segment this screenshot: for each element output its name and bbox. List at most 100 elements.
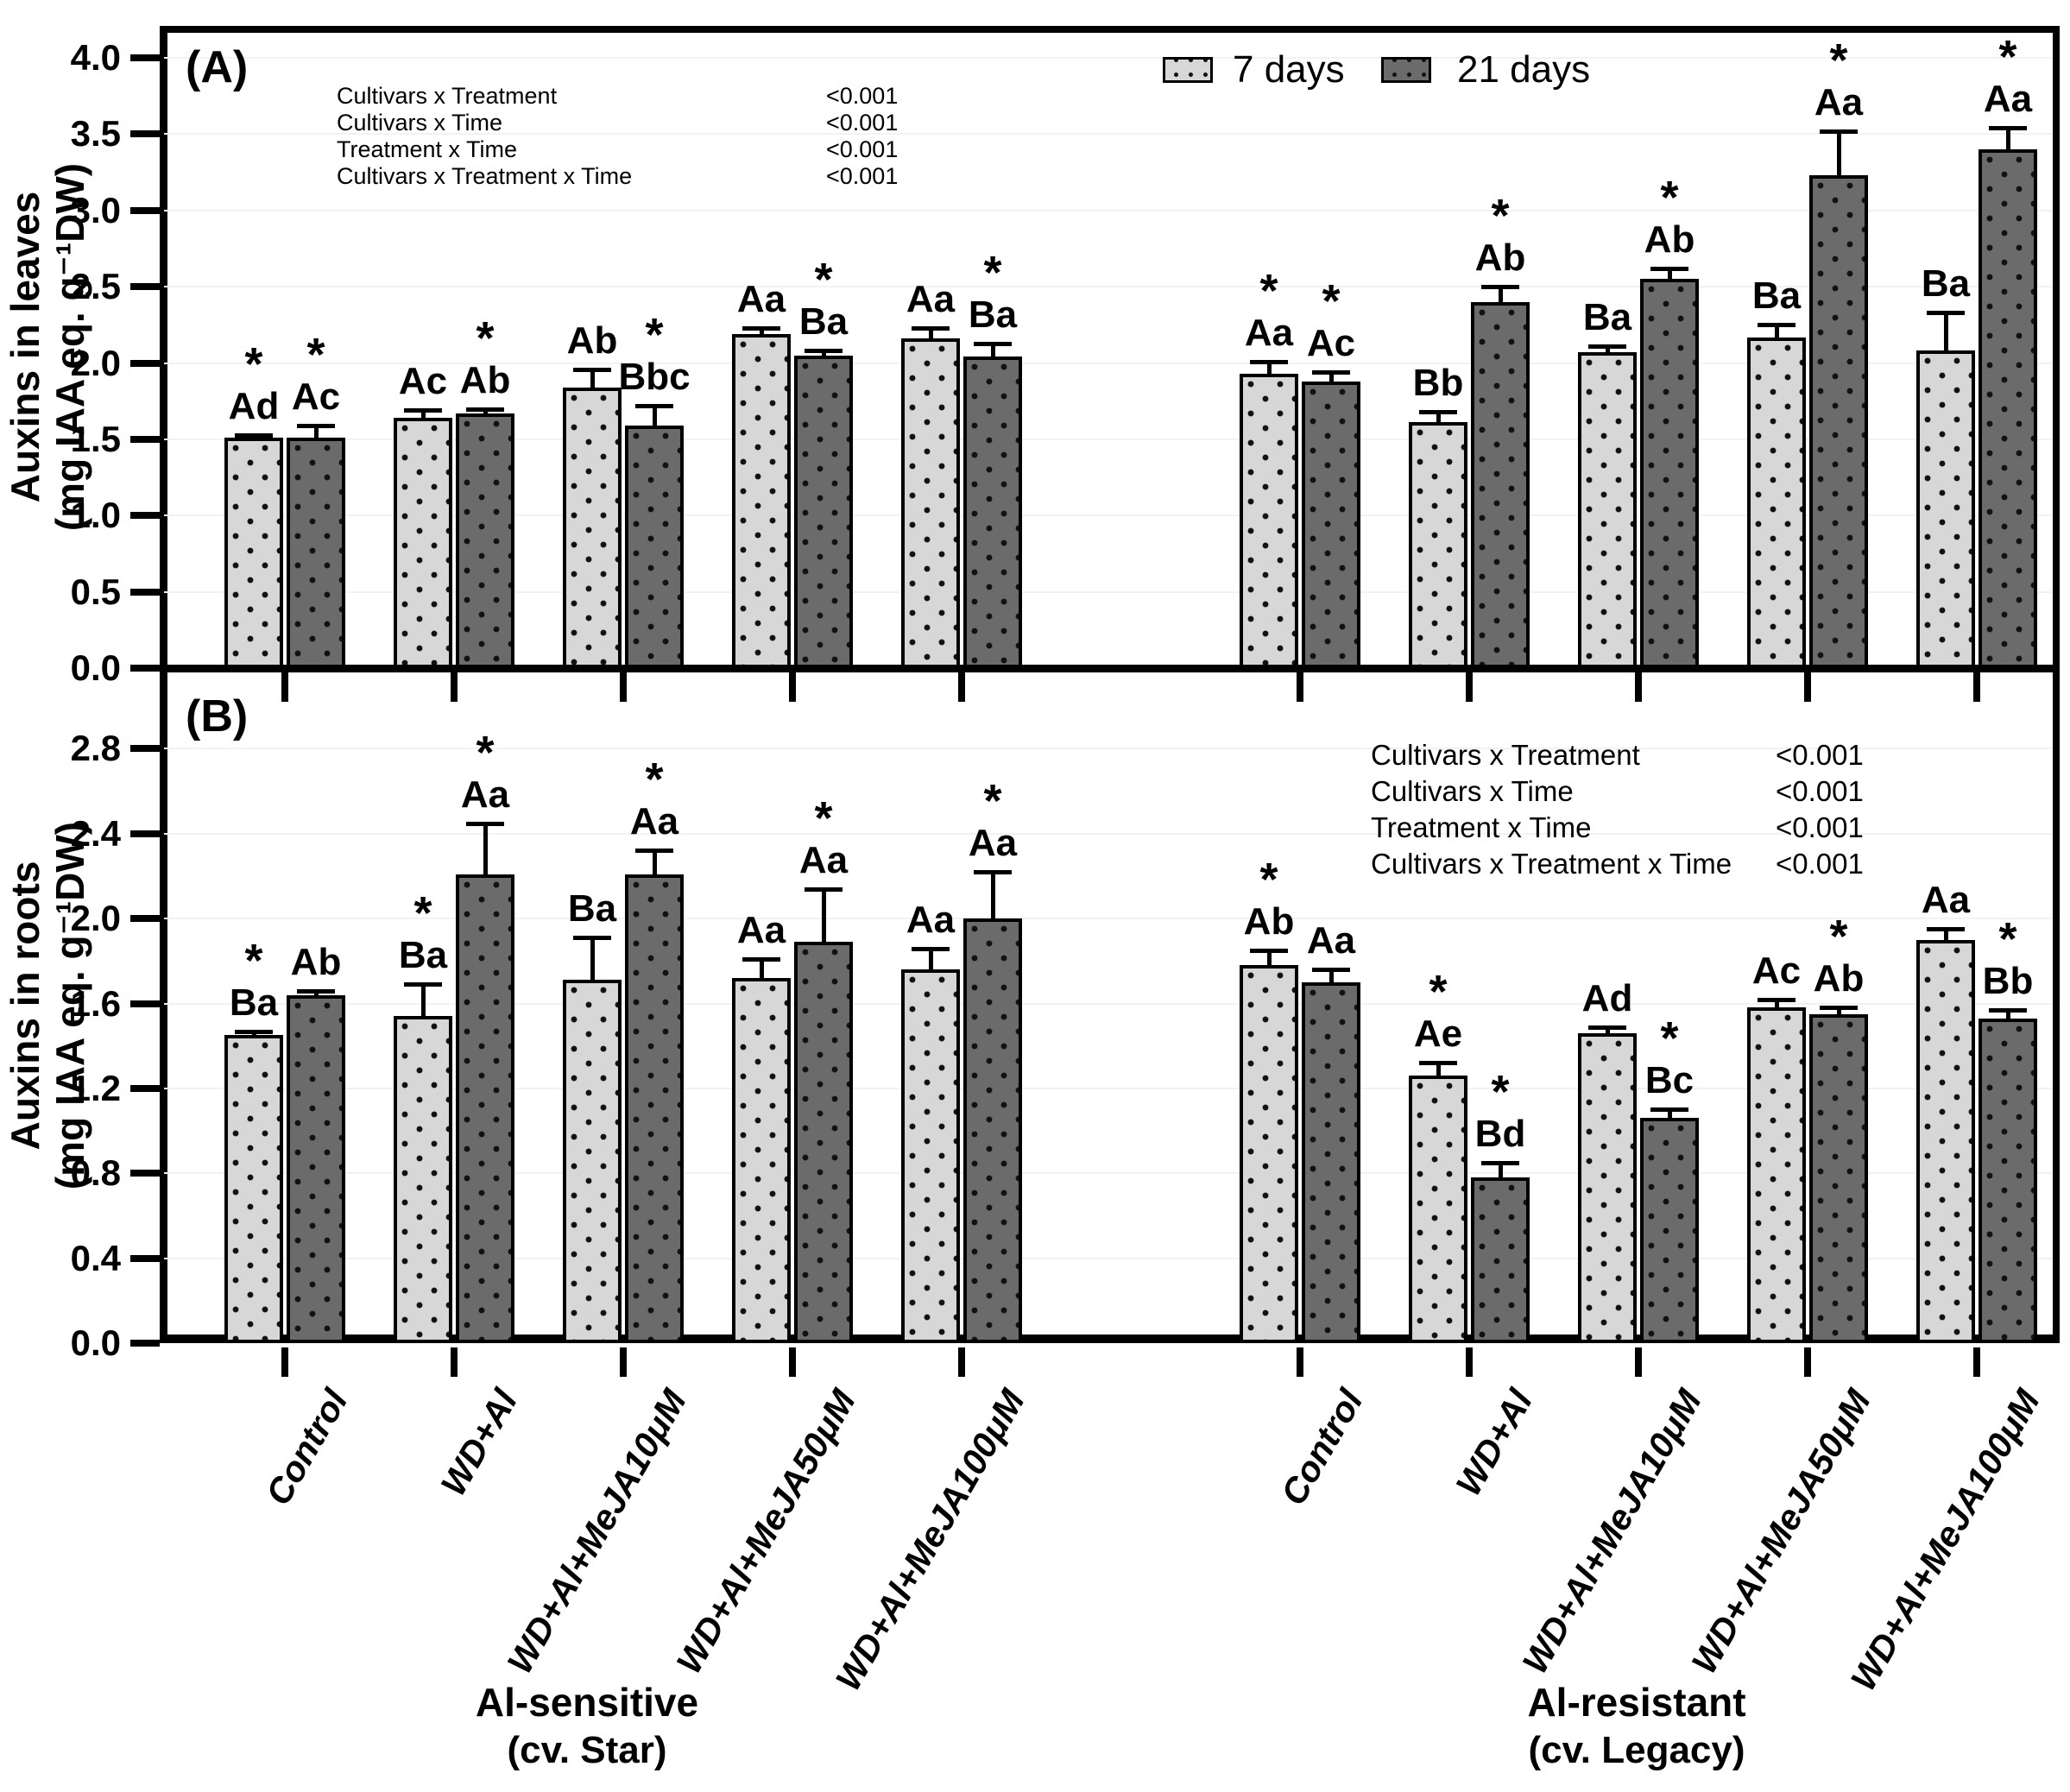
panel-b-bar-al-sensitive-control-d7-letter: Ba <box>229 981 279 1024</box>
stat-label: Cultivars x Treatment <box>1371 739 1640 771</box>
panel-b-bar-al-sensitive-wd-al-meja100-m-d21-error-bar <box>990 872 995 919</box>
panel-b-ytick <box>130 1084 160 1092</box>
panel-a-stats-row: Cultivars x Treatment x Time <0.001 <box>337 163 898 190</box>
treatment-label-wd-al-meja100-m: WD+Al+MeJA100μM <box>1843 1383 2048 1698</box>
stat-label: Cultivars x Treatment x Time <box>337 163 633 189</box>
panel-a-bar-al-sensitive-control-d21 <box>287 438 345 668</box>
panel-a-gridline <box>164 286 2053 288</box>
panel-b-bar-al-sensitive-wd-al-meja100-m-d7-error-bar <box>928 948 933 970</box>
panel-a-bar-al-sensitive-wd-al-meja50-m-d7-letter: Aa <box>736 277 786 320</box>
panel-b-bar-al-sensitive-wd-al-meja10-m-d7-error-bar <box>590 937 595 981</box>
panel-a-ytick <box>130 54 160 62</box>
panel-b-bar-al-resistant-wd-al-meja10-m-d7-letter: Ad <box>1581 976 1633 1019</box>
panel-b-bar-al-resistant-control-d21-error-cap <box>1312 968 1350 973</box>
panel-b-bar-al-sensitive-control-d7-error-cap <box>235 1029 273 1034</box>
treatment-label-wd-al-meja50-m: WD+Al+MeJA50μM <box>1683 1383 1878 1681</box>
panel-a-gridline <box>164 362 2053 364</box>
panel-a-bar-al-resistant-wd-al-d21-error-cap <box>1481 285 1519 290</box>
panel-a-ytick <box>130 283 160 291</box>
panel-b-bar-al-resistant-wd-al-meja10-m-d7 <box>1578 1032 1637 1343</box>
panel-a-bar-al-sensitive-wd-al-meja50-m-d7 <box>732 333 791 668</box>
panel-a-bar-al-sensitive-wd-al-meja100-m-d21-letter: Ba <box>968 293 1018 336</box>
panel-b-ytick-label: 0.8 <box>70 1152 121 1194</box>
panel-a-bar-al-sensitive-wd-al-meja100-m-d21 <box>963 357 1022 668</box>
panel-b-bar-al-resistant-wd-al-d21-error-bar <box>1498 1162 1503 1178</box>
panel-b-bar-al-resistant-control-d21-error-bar <box>1328 969 1334 982</box>
panel-b-xtick-control <box>281 1347 288 1377</box>
treatment-label-wd-al-meja50-m: WD+Al+MeJA50μM <box>668 1383 863 1681</box>
panel-a-bar-al-resistant-control-d7-error-cap <box>1250 359 1288 364</box>
panel-a-bar-al-sensitive-wd-al-meja10-m-d7-error-cap <box>573 367 611 372</box>
panel-b-gridline <box>164 748 2053 750</box>
panel-a-bar-al-sensitive-wd-al-meja10-m-d7 <box>563 387 622 668</box>
panel-b-bar-al-resistant-control-d21 <box>1302 981 1360 1343</box>
panel-a-bar-al-sensitive-wd-al-meja10-m-d21-letter: Bbc <box>618 356 691 399</box>
treatment-label-wd-al-meja10-m: WD+Al+MeJA10μM <box>499 1383 694 1681</box>
panel-a-bar-al-resistant-control-d21-letter: Ac <box>1306 322 1356 365</box>
panel-b-bar-al-sensitive-wd-al-meja50-m-d7-error-cap <box>742 956 780 962</box>
panel-a-ytick-label: 4.0 <box>70 37 121 79</box>
panel-b-gridline <box>164 832 2053 835</box>
panel-b-bar-al-sensitive-control-d21-error-cap <box>297 988 335 994</box>
panel-b-bar-al-sensitive-wd-al-meja10-m-d7-error-cap <box>573 936 611 941</box>
panel-a-bar-al-sensitive-wd-al-meja100-m-d7 <box>901 338 960 668</box>
panel-b-stats-row: Cultivars x Treatment x Time <0.001 <box>1371 848 1864 880</box>
panel-b-ytick-label: 1.6 <box>70 982 121 1024</box>
stat-pvalue: <0.001 <box>1776 811 1864 843</box>
panel-a-bar-al-sensitive-control-d7-letter: Ad <box>228 384 280 427</box>
panel-b-bar-al-resistant-control-d7-letter: Ab <box>1243 900 1295 943</box>
panel-a-bar-al-resistant-wd-al-meja100-m-d7-error-cap <box>1927 311 1965 316</box>
panel-a-bar-al-resistant-wd-al-d21-letter: Ab <box>1474 237 1526 280</box>
panel-a-bar-al-resistant-wd-al-d21-significance-star: * <box>1491 190 1510 243</box>
panel-a-xtick-wd-al-meja50-m <box>1804 672 1811 702</box>
panel-b-bar-al-resistant-wd-al-d7-error-cap <box>1419 1061 1457 1066</box>
panel-a-bar-al-resistant-control-d21-error-cap <box>1312 370 1350 375</box>
panel-a-xtick-wd-al <box>451 672 458 702</box>
panel-b-bar-al-resistant-wd-al-meja50-m-d7-error-cap <box>1758 997 1795 1002</box>
panel-b-bar-al-sensitive-control-d21-letter: Ab <box>290 940 342 983</box>
panel-a-bar-al-sensitive-wd-al-meja100-m-d7-letter: Aa <box>906 277 956 320</box>
panel-b-bar-al-resistant-wd-al-meja50-m-d21-error-bar <box>1836 1007 1841 1014</box>
panel-b-ytick <box>130 830 160 837</box>
panel-b-xtick-wd-al-meja10-m <box>620 1347 627 1377</box>
panel-b-bar-al-sensitive-wd-al-meja10-m-d21-error-cap <box>635 849 673 854</box>
panel-a-bar-al-resistant-wd-al-meja100-m-d21-error-bar <box>2005 128 2010 150</box>
stat-label: Treatment x Time <box>1371 811 1592 843</box>
panel-b-ytick <box>130 1254 160 1262</box>
panel-a-bar-al-resistant-wd-al-meja100-m-d21 <box>1978 149 2037 668</box>
panel-a-xtick-control <box>281 672 288 702</box>
panel-a-bar-al-resistant-wd-al-meja100-m-d21-significance-star: * <box>1998 31 2017 84</box>
panel-b-bar-al-resistant-wd-al-meja50-m-d7-error-bar <box>1774 999 1779 1008</box>
panel-b-bar-al-sensitive-wd-al-meja10-m-d21-significance-star: * <box>645 754 664 806</box>
panel-a-bar-al-sensitive-wd-al-meja50-m-d7-error-cap <box>742 325 780 331</box>
panel-a-bar-al-resistant-wd-al-meja50-m-d21 <box>1809 175 1868 668</box>
panel-b-bar-al-sensitive-wd-al-d7-significance-star: * <box>413 887 432 940</box>
panel-a-bar-al-resistant-wd-al-meja50-m-d21-error-bar <box>1836 130 1841 176</box>
panel-a-bar-al-resistant-control-d21 <box>1302 381 1360 668</box>
panel-a-ytick-label: 2.0 <box>70 342 121 383</box>
panel-a-xtick-control <box>1297 672 1303 702</box>
panel-b-bar-al-resistant-wd-al-meja10-m-d21-error-bar <box>1667 1109 1672 1119</box>
panel-b-bar-al-resistant-wd-al-d7-error-bar <box>1436 1063 1441 1076</box>
panel-a-ytick <box>130 665 160 672</box>
panel-b-bar-al-resistant-wd-al-d21-error-cap <box>1481 1160 1519 1165</box>
panel-a-stats-row: Cultivars x Treatment <0.001 <box>337 83 898 110</box>
panel-a-bar-al-sensitive-wd-al-meja10-m-d7-error-bar <box>590 369 595 388</box>
treatment-label-wd-al: WD+Al <box>432 1383 525 1503</box>
panel-b-bar-al-sensitive-wd-al-meja100-m-d21-letter: Aa <box>968 822 1018 865</box>
panel-b-bar-al-resistant-wd-al-meja50-m-d21-error-cap <box>1820 1006 1858 1011</box>
panel-a-bar-al-sensitive-wd-al-meja50-m-d21 <box>794 355 853 668</box>
panel-b-stats-row: Treatment x Time <0.001 <box>1371 811 1864 844</box>
panel-a-bar-al-resistant-wd-al-meja50-m-d7-error-bar <box>1774 325 1779 338</box>
panel-b-y-axis-units: (mg IAA eq. g⁻¹DW) <box>47 821 92 1190</box>
panel-b-bar-al-sensitive-wd-al-meja50-m-d21-error-bar <box>821 888 826 943</box>
panel-a-xtick-wd-al-meja50-m <box>789 672 796 702</box>
panel-a-gridline <box>164 514 2053 517</box>
panel-a-ytick <box>130 588 160 596</box>
panel-b-bar-al-sensitive-wd-al-d7-error-cap <box>404 982 442 987</box>
panel-b-bar-al-resistant-wd-al-meja10-m-d21-error-cap <box>1650 1107 1688 1113</box>
panel-b-stats-row: Cultivars x Treatment <0.001 <box>1371 739 1864 772</box>
panel-b-tag: (B) <box>186 691 249 741</box>
stat-pvalue: <0.001 <box>1776 848 1864 880</box>
panel-a-bar-al-resistant-wd-al-d7-error-cap <box>1419 410 1457 415</box>
